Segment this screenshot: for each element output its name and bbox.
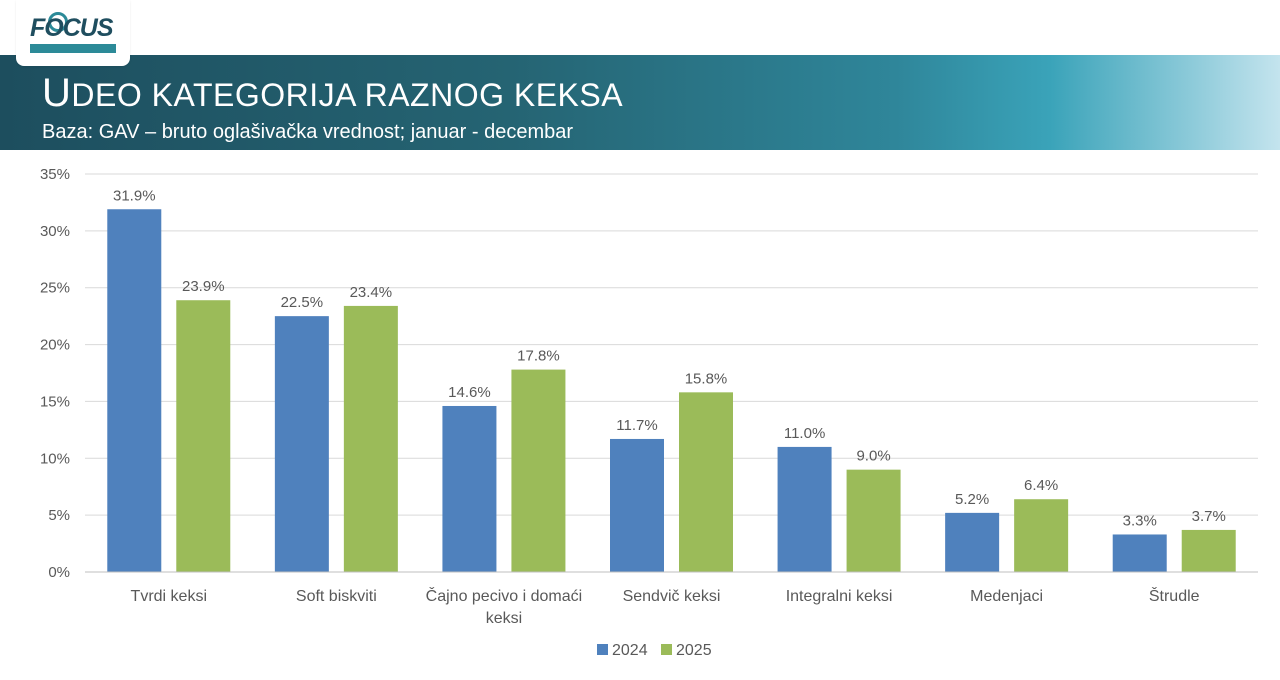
x-tick-label: Soft biskviti — [296, 588, 377, 605]
x-tick-label-line: Soft biskviti — [296, 588, 377, 605]
y-tick-label: 35% — [40, 166, 70, 183]
legend-label-2024: 2024 — [612, 642, 648, 659]
bar-2025 — [176, 300, 231, 572]
y-tick-label: 5% — [48, 507, 70, 524]
bar-2024 — [107, 209, 162, 572]
bar-2025 — [679, 392, 733, 572]
data-label-2024: 5.2% — [955, 491, 989, 508]
data-label-2025: 23.4% — [350, 284, 393, 301]
x-tick-label-line: Sendvič keksi — [623, 588, 721, 605]
data-label-2024: 3.3% — [1123, 512, 1157, 529]
data-label-2025: 3.7% — [1192, 508, 1226, 525]
bar-2025 — [1181, 529, 1236, 572]
logo-ring-icon — [48, 12, 68, 32]
legend-label-2025: 2025 — [676, 642, 712, 659]
bar-2024 — [274, 316, 329, 572]
data-label-2025: 23.9% — [182, 278, 225, 295]
x-tick-label: Tvrdi keksi — [131, 588, 207, 605]
bar-2024 — [442, 405, 497, 572]
x-tick-label: Čajno pecivo i domaći keksi — [426, 586, 583, 627]
data-label-2025: 17.8% — [517, 348, 560, 365]
page-title: UDEO KATEGORIJA RAZNOG KEKSA — [42, 71, 623, 116]
x-tick-label: Štrudle — [1149, 586, 1200, 605]
page-subtitle: Baza: GAV – bruto oglašivačka vrednost; … — [42, 121, 574, 143]
x-tick-label-line: keksi — [486, 610, 522, 627]
legend-swatch-2024 — [597, 644, 608, 655]
data-label-2024: 11.7% — [616, 417, 657, 434]
title-initial: U — [42, 71, 72, 115]
y-tick-label: 25% — [40, 280, 70, 297]
x-tick-label-line: Tvrdi keksi — [131, 588, 207, 605]
bar-2025 — [511, 369, 566, 572]
x-tick-label: Sendvič keksi — [623, 588, 721, 605]
y-tick-label: 10% — [40, 450, 70, 467]
x-tick-label-line: Medenjaci — [970, 588, 1043, 605]
bar-2025 — [1014, 499, 1069, 572]
y-tick-label: 20% — [40, 337, 70, 354]
x-tick-label-line: Štrudle — [1149, 586, 1200, 605]
logo-bar-icon — [30, 44, 116, 53]
legend-swatch-2025 — [661, 644, 672, 655]
bar-2025 — [846, 469, 901, 572]
y-tick-label: 0% — [48, 564, 70, 581]
data-label-2024: 31.9% — [113, 187, 156, 204]
data-label-2025: 15.8% — [685, 370, 728, 387]
data-label-2025: 6.4% — [1024, 477, 1058, 494]
data-label-2024: 11.0% — [784, 425, 825, 442]
x-tick-label: Medenjaci — [970, 588, 1043, 605]
y-tick-label: 15% — [40, 393, 70, 410]
bar-2024 — [777, 446, 832, 572]
bar-2024 — [1112, 534, 1167, 572]
data-label-2024: 22.5% — [281, 294, 324, 311]
x-tick-label: Integralni keksi — [786, 588, 893, 605]
logo-text: FOCUS — [30, 14, 113, 42]
logo: FOCUS — [16, 0, 130, 66]
header-banner: UDEO KATEGORIJA RAZNOG KEKSA Baza: GAV –… — [0, 55, 1280, 150]
bar-2024 — [610, 438, 664, 572]
y-tick-label: 30% — [40, 223, 70, 240]
bar-chart: 0% 5% 10% 15% 20% 25% 30% 35% 31.9% 23.9% Tvrdi ke… — [40, 166, 1258, 659]
data-label-2025: 9.0% — [856, 448, 890, 465]
x-tick-label-line: Čajno pecivo i domaći — [426, 586, 583, 605]
data-label-2024: 14.6% — [448, 384, 491, 401]
x-tick-label-line: Integralni keksi — [786, 588, 893, 605]
bar-2025 — [343, 305, 398, 572]
bar-2024 — [945, 512, 1000, 572]
title-rest: DEO KATEGORIJA RAZNOG KEKSA — [71, 77, 624, 113]
